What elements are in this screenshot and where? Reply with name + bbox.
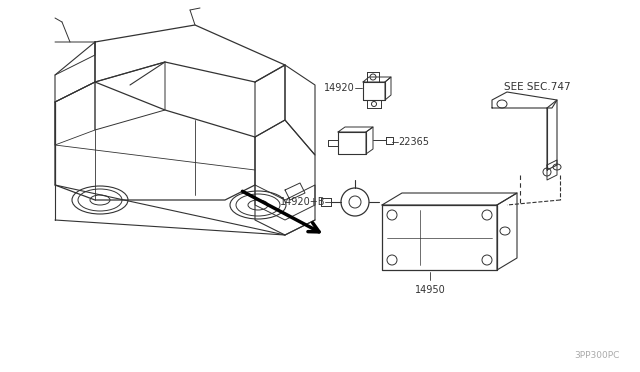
Text: 14950: 14950 bbox=[415, 285, 445, 295]
Text: 22365: 22365 bbox=[398, 137, 429, 147]
Text: SEE SEC.747: SEE SEC.747 bbox=[504, 82, 571, 92]
Text: 3PP300PC: 3PP300PC bbox=[575, 351, 620, 360]
Text: 14920+B: 14920+B bbox=[280, 197, 325, 207]
Text: 14920: 14920 bbox=[324, 83, 355, 93]
